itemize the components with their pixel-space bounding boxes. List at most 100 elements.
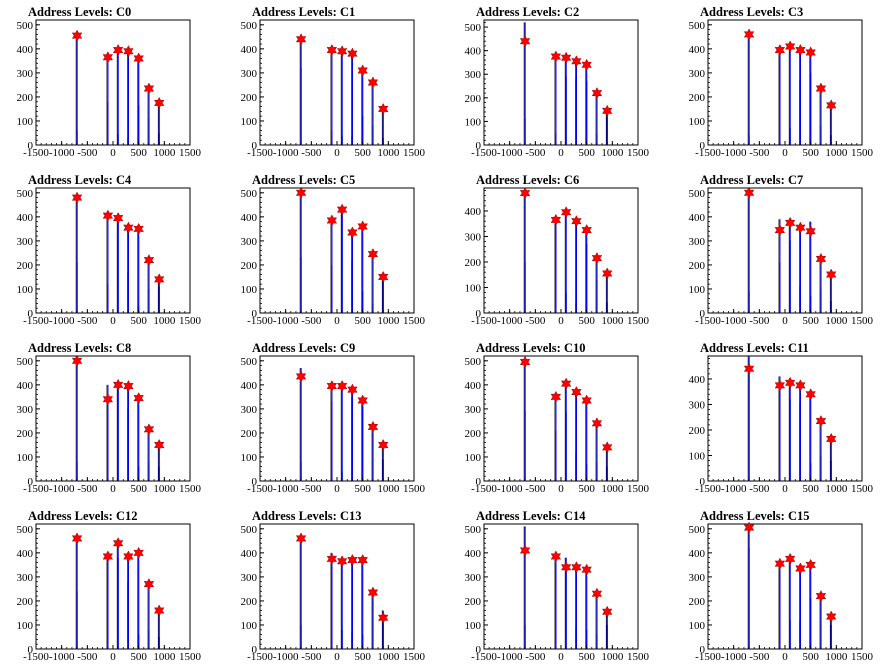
chart-panel: 0 100 200 300 400 -1500 -1000 -500 0 500 1000 1500 A… — [448, 168, 672, 336]
peak-marker — [102, 393, 114, 406]
peak-marker — [571, 386, 582, 399]
y-tick-label: 0 — [252, 476, 258, 488]
chart-panel: 0 100 200 300 400 500 -1500 -1000 -500 0 500 1000 15… — [0, 168, 224, 336]
x-tick-label: -500 — [525, 315, 546, 327]
y-tick-label: 200 — [17, 596, 34, 608]
peak-marker — [112, 212, 124, 225]
chart-panel: 0 100 200 300 400 500 -1500 -1000 -500 0 500 1000 15… — [0, 0, 224, 168]
peak-marker — [347, 554, 358, 567]
peak-marker — [795, 44, 806, 57]
y-tick-label: 200 — [689, 596, 706, 608]
peak-marker — [336, 380, 348, 393]
y-tick-label: 300 — [241, 236, 258, 248]
y-tick-label: 0 — [28, 644, 34, 656]
x-tick-label: -500 — [77, 147, 98, 159]
x-tick-label: -1000 — [49, 315, 75, 327]
x-tick-label: 0 — [110, 651, 116, 663]
y-tick-label: 300 — [17, 572, 34, 584]
x-tick-label: -1500 — [247, 315, 273, 327]
peak-marker — [295, 370, 307, 383]
peak-marker — [743, 521, 755, 534]
peak-marker — [825, 432, 837, 445]
peak-marker — [357, 64, 368, 77]
peak-marker — [336, 45, 348, 58]
x-tick-label: 1000 — [153, 147, 176, 159]
peak-marker — [367, 76, 379, 89]
peak-marker — [591, 252, 603, 265]
x-tick-label: -500 — [749, 147, 770, 159]
x-tick-label: -1000 — [721, 483, 747, 495]
y-tick-label: 0 — [28, 476, 34, 488]
chart-plot: 0 100 200 300 400 500 -1500 -1000 -500 0 500 1000 15… — [465, 523, 650, 663]
x-tick-label: 1000 — [153, 651, 176, 663]
x-tick-label: 500 — [354, 147, 371, 159]
peak-marker — [357, 394, 368, 407]
peak-marker — [560, 206, 572, 219]
peak-marker — [377, 438, 389, 451]
x-tick-label: -1000 — [497, 483, 523, 495]
peak-marker — [519, 35, 531, 48]
y-tick-label: 0 — [28, 140, 34, 152]
x-tick-label: -1500 — [695, 147, 721, 159]
x-tick-label: 0 — [782, 651, 788, 663]
chart-panel: 0 100 200 300 400 500 -1500 -1000 -500 0 500 1000 15… — [0, 504, 224, 672]
peak-marker — [71, 191, 83, 204]
y-tick-label: 0 — [476, 644, 482, 656]
y-tick-label: 200 — [241, 428, 258, 440]
peak-marker — [815, 590, 827, 603]
y-tick-label: 100 — [689, 450, 706, 462]
y-tick-label: 300 — [17, 68, 34, 80]
x-tick-label: 1500 — [851, 315, 874, 327]
y-tick-label: 400 — [241, 212, 258, 224]
x-tick-label: -1500 — [23, 651, 49, 663]
y-tick-label: 500 — [17, 524, 34, 536]
y-tick-label: 200 — [17, 260, 34, 272]
y-tick-label: 200 — [241, 596, 258, 608]
peak-marker — [143, 82, 155, 95]
x-tick-label: 1500 — [179, 483, 202, 495]
x-tick-label: -500 — [525, 147, 546, 159]
plot-frame — [35, 187, 191, 314]
peak-marker — [367, 420, 379, 433]
x-tick-label: 500 — [354, 315, 371, 327]
y-tick-label: 500 — [17, 356, 34, 368]
y-tick-label: 400 — [17, 380, 34, 392]
chart-panel: 0 100 200 300 400 500 -1500 -1000 -500 0 500 1000 15… — [448, 0, 672, 168]
y-tick-label: 300 — [689, 572, 706, 584]
y-tick-label: 200 — [17, 428, 34, 440]
x-tick-label: -1500 — [471, 147, 497, 159]
peak-marker — [123, 45, 134, 58]
y-tick-label: 500 — [689, 188, 706, 200]
peak-marker — [601, 441, 613, 454]
plot-frame — [259, 355, 415, 482]
x-tick-label: -500 — [301, 147, 322, 159]
peak-marker — [774, 224, 786, 237]
peak-marker — [581, 224, 592, 237]
x-tick-label: 500 — [354, 651, 371, 663]
peak-marker — [795, 379, 806, 392]
peak-marker — [336, 203, 348, 216]
peak-marker — [519, 355, 531, 369]
x-tick-label: 1000 — [601, 147, 624, 159]
x-tick-label: 500 — [578, 315, 595, 327]
peak-marker — [571, 561, 582, 574]
peak-marker — [601, 104, 613, 117]
peak-marker — [336, 555, 348, 568]
peak-marker — [377, 102, 389, 115]
x-tick-label: 1000 — [601, 315, 624, 327]
x-tick-label: 1000 — [377, 315, 400, 327]
x-tick-label: -500 — [525, 651, 546, 663]
x-tick-label: 0 — [558, 147, 564, 159]
chart-plot: 0 100 200 300 400 500 -1500 -1000 -500 0 500 1000 15… — [689, 521, 874, 663]
y-tick-label: 0 — [476, 476, 482, 488]
chart-panel: 0 100 200 300 400 500 -1500 -1000 -500 0 500 1000 15… — [0, 336, 224, 504]
y-tick-label: 0 — [252, 308, 258, 320]
peak-marker — [102, 51, 114, 64]
x-tick-label: 0 — [110, 147, 116, 159]
chart-plot: 0 100 200 300 400 500 -1500 -1000 -500 0 500 1000 15… — [241, 186, 426, 327]
y-tick-label: 500 — [465, 524, 482, 536]
x-tick-label: 1500 — [851, 483, 874, 495]
plot-frame — [35, 19, 191, 146]
peak-marker — [784, 216, 796, 229]
chart-plot: 0 100 200 300 400 -1500 -1000 -500 0 500 1000 1500 — [465, 187, 650, 327]
